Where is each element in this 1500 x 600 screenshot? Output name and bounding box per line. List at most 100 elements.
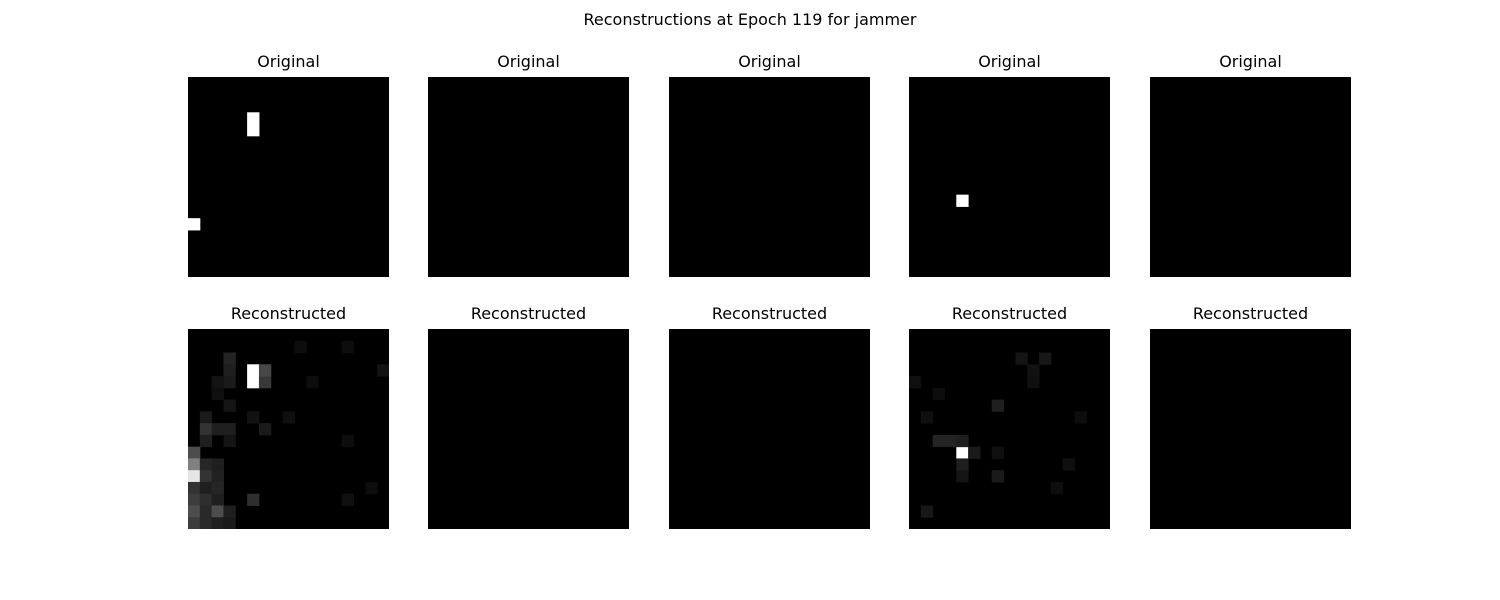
pixel-cell [211,458,224,471]
pixel-cell [341,340,355,354]
pixel-cell [223,434,236,448]
pixel-cell [188,446,201,459]
original-image-5 [1150,77,1351,277]
pixel-cell [258,376,272,389]
original-image-1 [188,77,389,277]
pixel-cell [199,411,213,424]
pixel-cell [247,364,260,377]
panel-title: Original [497,52,560,71]
panel-reconstructed-1: Reconstructed [188,304,389,529]
panel-title: Reconstructed [230,304,347,323]
pixel-cell [211,517,224,529]
reconstructed-image-5 [1150,329,1351,529]
pixel-cell [1027,364,1040,377]
pixel-cell [365,481,378,495]
pixel-cell [1027,376,1040,389]
panel-original-1: Original [188,52,389,277]
panel-title: Original [738,52,801,71]
panel-reconstructed-5: Reconstructed [1150,304,1351,529]
pixel-cell [199,458,213,471]
panel-title: Reconstructed [1192,304,1309,323]
pixel-cell [956,446,969,459]
panel-original-5: Original [1150,52,1351,277]
pixel-cell [223,364,236,377]
pixel-cell [991,399,1005,412]
pixel-cell [199,423,213,436]
pixel-cell [377,364,389,377]
panel-title: Reconstructed [711,304,828,323]
pixel-cell [188,458,201,471]
pixel-cell [944,434,957,448]
panel-title: Reconstructed [470,304,587,323]
pixel-cell [188,493,201,506]
pixel-cell [968,446,981,459]
pixel-cell [1015,352,1028,365]
image-background [909,77,1110,277]
pixel-cell [223,399,236,412]
reconstructed-image-2 [428,329,629,529]
panel-reconstructed-4: Reconstructed [909,304,1110,529]
original-image-2 [428,77,629,277]
image-background [428,329,629,529]
pixel-cell [247,124,260,137]
panel-title: Original [1219,52,1282,71]
panel-reconstructed-3: Reconstructed [669,304,870,529]
pixel-cell [211,505,224,518]
reconstructed-image-3 [669,329,870,529]
pixel-cell [211,493,224,506]
panel-title: Original [978,52,1041,71]
figure-title: Reconstructions at Epoch 119 for jammer [583,10,917,29]
image-background [1150,77,1351,277]
pixel-cell [199,481,213,495]
panel-title: Reconstructed [951,304,1068,323]
image-background [909,329,1110,529]
pixel-cell [932,387,945,401]
pixel-cell [920,505,934,518]
pixel-cell [211,481,224,495]
pixel-cell [223,505,236,518]
image-background [669,77,870,277]
pixel-cell [932,434,945,448]
pixel-cell [1074,411,1087,424]
pixel-cell [223,376,236,389]
panel-original-4: Original [909,52,1110,277]
pixel-cell [223,517,236,529]
pixel-cell [188,517,201,529]
pixel-cell [211,470,224,483]
panel-original-2: Original [428,52,629,277]
image-background [428,77,629,277]
pixel-cell [1039,352,1052,365]
pixel-cell [247,376,260,389]
original-image-4 [909,77,1110,277]
pixel-cell [956,194,969,207]
pixel-cell [211,387,224,401]
pixel-cell [1062,458,1076,471]
pixel-cell [223,352,236,365]
pixel-cell [258,423,272,436]
pixel-cell [956,434,969,448]
pixel-cell [956,458,969,471]
pixel-cell [956,470,969,483]
pixel-cell [247,112,260,125]
panel-reconstructed-2: Reconstructed [428,304,629,529]
panel-original-3: Original [669,52,870,277]
pixel-cell [1050,481,1064,495]
pixel-cell [991,470,1005,483]
pixel-cell [188,505,201,518]
pixel-cell [188,218,201,231]
pixel-cell [211,376,224,389]
image-background [669,329,870,529]
pixel-cell [247,411,260,424]
pixel-cell [991,446,1005,459]
reconstructed-image-4 [909,329,1110,529]
image-background [188,77,389,277]
original-image-3 [669,77,870,277]
pixel-cell [211,423,224,436]
pixel-cell [341,434,355,448]
pixel-cell [188,470,201,483]
pixel-cell [258,364,272,377]
pixel-cell [294,340,307,354]
pixel-cell [188,481,201,495]
pixel-cell [341,493,355,506]
pixel-cell [306,376,319,389]
